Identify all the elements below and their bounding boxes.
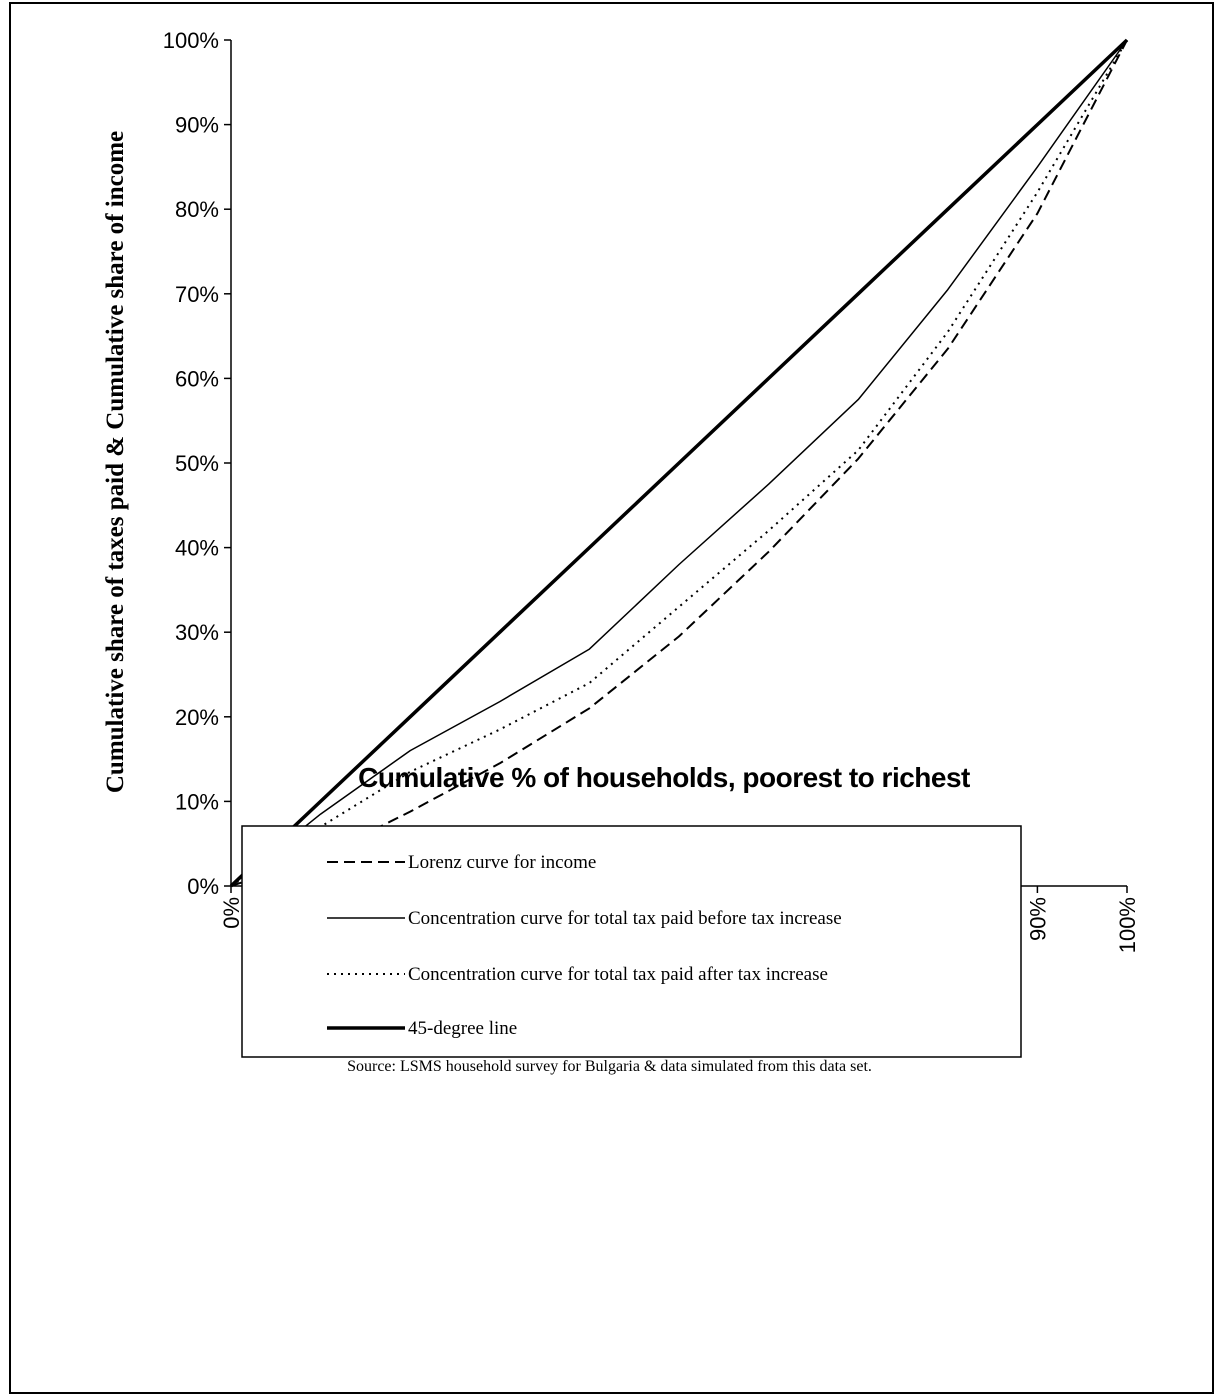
y-tick-label: 70% [175, 282, 219, 307]
series-layer [229, 38, 1129, 888]
y-tick-label: 40% [175, 536, 219, 561]
legend-label: Lorenz curve for income [408, 852, 596, 873]
y-tick-label: 60% [175, 366, 219, 391]
y-tick-label: 10% [175, 789, 219, 814]
y-ticks: 0% 10% 20% 30% 40% 50% 60% 70% 80% 90% 100% [163, 28, 231, 899]
y-tick-label: 30% [175, 620, 219, 645]
y-tick-label: 90% [175, 113, 219, 138]
y-tick-label: 20% [175, 705, 219, 730]
series-line-concentration-curve-for-total-tax-paid-before-tax-increase [230, 39, 1128, 887]
legend: Lorenz curve for income Concentration cur… [327, 852, 842, 1039]
legend-label: 45-degree line [408, 1018, 517, 1039]
figure-frame [9, 2, 1214, 1394]
source-note: Source: LSMS household survey for Bulgar… [347, 1058, 872, 1075]
x-tick-label: 90% [1025, 897, 1050, 941]
x-axis-label: Cumulative % of households, poorest to r… [358, 762, 970, 793]
legend-label: Concentration curve for total tax paid a… [408, 964, 828, 985]
legend-box [241, 825, 1022, 1058]
series-line-45-degree-line [229, 38, 1129, 888]
x-tick-label: 0% [219, 897, 244, 929]
y-tick-label: 50% [175, 451, 219, 476]
legend-label: Concentration curve for total tax paid b… [408, 908, 842, 929]
y-tick-label: 80% [175, 197, 219, 222]
y-axis-label: Cumulative share of taxes paid & Cumulat… [102, 131, 129, 793]
y-tick-label: 0% [187, 874, 219, 899]
x-tick-label: 100% [1115, 897, 1140, 953]
y-tick-label: 100% [163, 28, 219, 53]
